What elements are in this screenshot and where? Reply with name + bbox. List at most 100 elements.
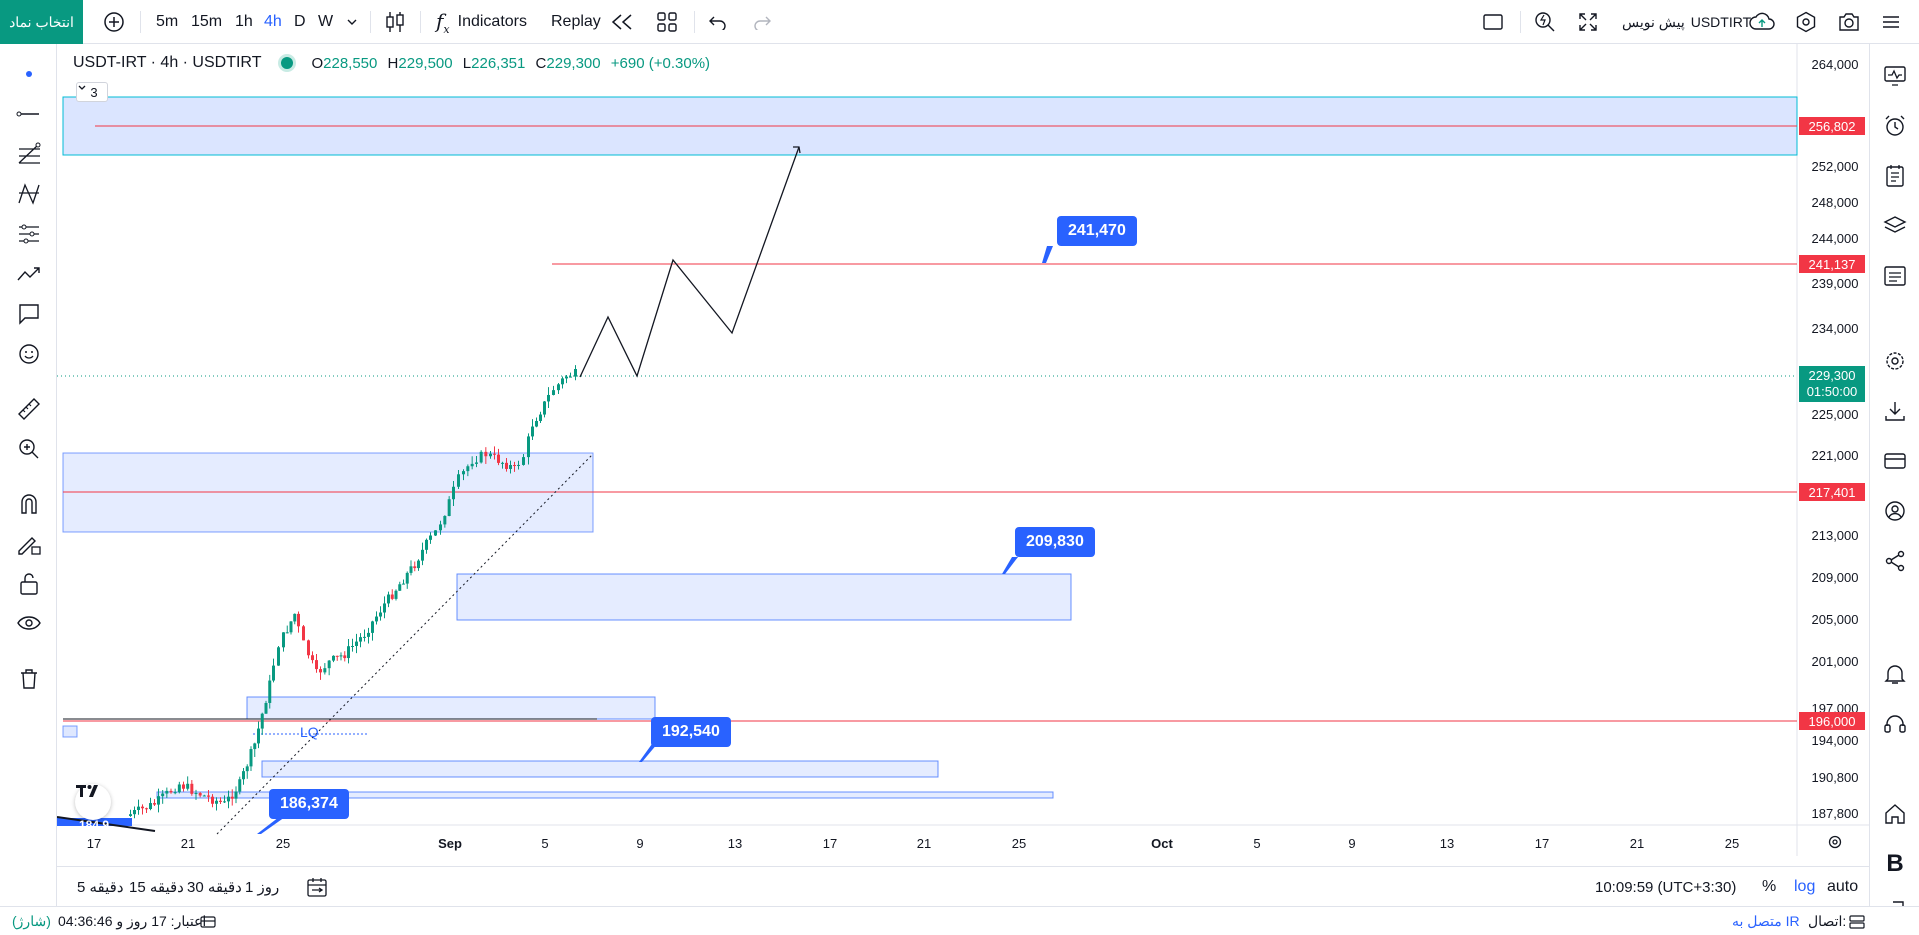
candle-body — [509, 465, 512, 469]
demand-zone-d[interactable] — [261, 760, 939, 778]
candle-body — [202, 795, 206, 797]
ruler-icon — [18, 398, 40, 420]
layers-button[interactable] — [1880, 211, 1910, 241]
close-label: C — [535, 54, 547, 72]
zoom-tool[interactable] — [14, 434, 44, 464]
settings-button[interactable] — [1795, 0, 1817, 44]
notes-button[interactable] — [1880, 161, 1910, 191]
range-30min[interactable]: 30 دقیقه — [187, 879, 242, 896]
timeframe-5m[interactable]: 5m — [156, 13, 179, 30]
date-range-button[interactable] — [305, 867, 329, 907]
demand-zone-b[interactable] — [456, 573, 1072, 621]
timeframe-d[interactable]: D — [294, 13, 306, 30]
home-button[interactable] — [1880, 799, 1910, 829]
clock-display[interactable]: 10:09:59 (UTC+3:30) — [1595, 878, 1737, 896]
timeframe-15m[interactable]: 15m — [191, 13, 223, 30]
callout-241470[interactable]: 241,470 — [1057, 216, 1137, 246]
delete-tool[interactable] — [14, 664, 44, 694]
candle-body — [339, 655, 343, 657]
notepad-icon — [1886, 165, 1904, 187]
wallet-button[interactable] — [1880, 446, 1910, 476]
indicator-toggle[interactable]: 3 — [76, 82, 108, 102]
broker-logo-button[interactable]: B — [1880, 849, 1910, 879]
alarm-clock-icon — [1885, 115, 1905, 136]
timeframe-w[interactable]: W — [318, 13, 334, 30]
chart-legend[interactable]: USDT-IRT · 4h · USDTIRT O228,550 H229,50… — [73, 54, 710, 72]
pattern-tool[interactable] — [14, 179, 44, 209]
candle-body — [574, 369, 577, 377]
share-button[interactable] — [1880, 546, 1910, 576]
price-tag-241137[interactable]: 241,137 — [1799, 255, 1865, 273]
price-chart[interactable] — [57, 44, 1869, 856]
projection-tool[interactable] — [14, 219, 44, 249]
candle-body — [293, 613, 297, 622]
callout-192540[interactable]: 192,540 — [651, 717, 731, 747]
price-tag-217401[interactable]: 217,401 — [1799, 483, 1865, 501]
menu-button[interactable] — [1881, 0, 1901, 44]
callout-209830[interactable]: 209,830 — [1015, 527, 1095, 557]
projection-path[interactable] — [579, 146, 800, 378]
text-tool[interactable] — [14, 299, 44, 329]
quick-search-button[interactable] — [1534, 0, 1556, 44]
demand-zone-c[interactable] — [246, 696, 656, 720]
percent-toggle[interactable]: % — [1762, 878, 1777, 895]
undo-icon — [709, 16, 726, 30]
chart-settings-button[interactable] — [1880, 346, 1910, 376]
undo-button[interactable] — [708, 0, 728, 44]
chart-pane[interactable]: USDT-IRT · 4h · USDTIRT O228,550 H229,50… — [57, 44, 1869, 856]
account-status: اعتبار: 17 روز و 04:36:46 — [58, 913, 207, 929]
candle-body — [394, 590, 398, 599]
trend-line-tool[interactable] — [14, 99, 44, 129]
dotted-trendline[interactable] — [216, 454, 593, 835]
cloud-save-button[interactable] — [1748, 0, 1776, 44]
profile-button[interactable] — [1880, 496, 1910, 526]
magnet-tool[interactable] — [14, 489, 44, 519]
last-price-tag[interactable]: 229,300 01:50:00 — [1799, 366, 1865, 402]
screenshot-button[interactable] — [1837, 0, 1861, 44]
candle-body — [379, 612, 382, 617]
add-symbol-button[interactable] — [103, 0, 125, 44]
emoji-tool[interactable] — [14, 339, 44, 369]
indicators-button[interactable]: fx Indicators — [436, 0, 527, 44]
timeframe-1h[interactable]: 1h — [235, 13, 253, 30]
chart-type-button[interactable] — [384, 0, 406, 44]
alerts-button[interactable] — [1880, 111, 1910, 141]
y-tick: 264,000 — [1811, 57, 1859, 72]
watchlist-button[interactable] — [1880, 61, 1910, 91]
brush-tool[interactable] — [14, 259, 44, 289]
hide-tool[interactable] — [14, 609, 44, 639]
download-button[interactable] — [1880, 396, 1910, 426]
card-icon — [1884, 453, 1906, 469]
support-button[interactable] — [1880, 709, 1910, 739]
market-status-icon — [281, 57, 294, 69]
lock-tool[interactable] — [14, 569, 44, 599]
cursor-tool[interactable] — [14, 59, 44, 89]
fib-icon — [18, 142, 41, 164]
price-tag-196000[interactable]: 196,000 — [1799, 712, 1865, 730]
price-tag-256802[interactable]: 256,802 — [1799, 117, 1865, 135]
fullscreen-rect-button[interactable] — [1482, 0, 1504, 44]
x-tick: 21 — [180, 836, 196, 851]
ruler-tool[interactable] — [14, 394, 44, 424]
replay-button[interactable]: Replay — [551, 0, 635, 44]
auto-toggle[interactable]: auto — [1827, 878, 1859, 895]
symbol-select-button[interactable]: انتخاب نماد — [0, 0, 83, 44]
tradingview-logo[interactable] — [75, 784, 111, 820]
log-toggle[interactable]: log — [1794, 878, 1816, 895]
notifications-button[interactable] — [1880, 659, 1910, 689]
draw-mode-tool[interactable] — [14, 529, 44, 559]
demand-zone-f[interactable] — [62, 725, 78, 738]
fullscreen-button[interactable] — [1578, 0, 1598, 44]
object-tree-button[interactable] — [1880, 261, 1910, 291]
range-1day[interactable]: 1 روز — [245, 879, 280, 896]
range-5min[interactable]: 5 دقیقه — [77, 879, 124, 896]
redo-button[interactable] — [752, 0, 772, 44]
timeframe-dropdown[interactable] — [346, 0, 358, 44]
timeframe-4h[interactable]: 4h — [264, 13, 282, 30]
fib-tool[interactable] — [14, 139, 44, 169]
callout-186374[interactable]: 186,374 — [269, 789, 349, 819]
demand-zone-e[interactable] — [156, 791, 1054, 799]
layout-button[interactable] — [656, 0, 678, 44]
range-15min[interactable]: 15 دقیقه — [129, 879, 184, 896]
calendar-range-icon — [307, 878, 327, 897]
